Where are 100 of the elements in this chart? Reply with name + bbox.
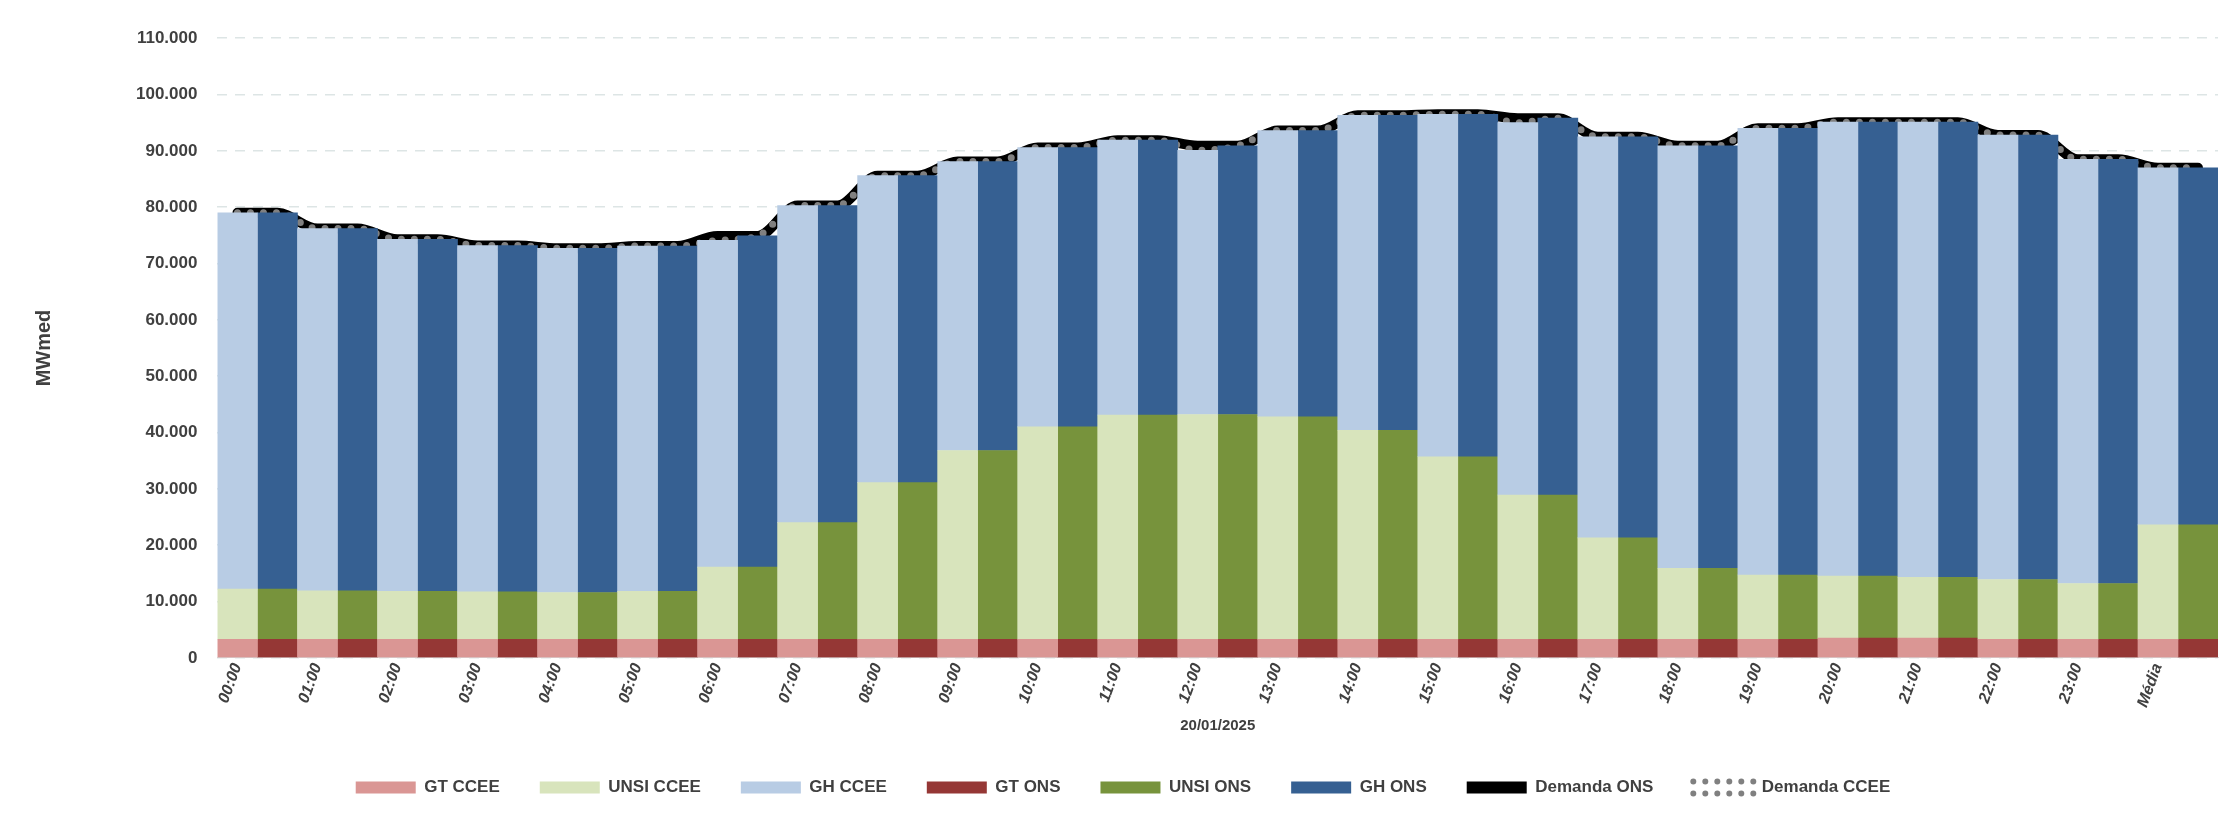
bar (2177, 524, 2218, 640)
bar (1777, 128, 1819, 576)
x-tick-label: 22:00 (1974, 660, 2005, 707)
bar (1457, 638, 1499, 658)
x-tick-label: 04:00 (534, 660, 565, 706)
bar (897, 482, 938, 640)
bar (1857, 575, 1899, 639)
y-axis-title: MWmed (31, 309, 54, 387)
x-tick-label: 09:00 (934, 660, 965, 706)
bar (1777, 574, 1819, 640)
bar (457, 245, 498, 593)
bar (497, 591, 538, 640)
bar (1297, 638, 1339, 658)
bar (817, 522, 858, 640)
bar (1537, 638, 1579, 658)
x-tick-label: 08:00 (854, 660, 885, 706)
bar (617, 638, 658, 658)
legend-label: Demanda ONS (1535, 777, 1654, 797)
bar (1137, 414, 1179, 640)
x-tick-label: 00:00 (214, 660, 245, 706)
legend-label: UNSI ONS (1168, 777, 1252, 797)
y-tick-label: 30.000 (145, 478, 198, 498)
bar (337, 228, 378, 592)
bar (1057, 638, 1099, 658)
bar (1137, 139, 1179, 416)
bar (1097, 139, 1139, 416)
bar (737, 566, 778, 640)
bar (857, 638, 898, 658)
bar (2137, 638, 2179, 658)
bar (1017, 426, 1059, 640)
bar (817, 638, 858, 658)
x-tick-label: 12:00 (1174, 660, 1205, 706)
bar (857, 482, 898, 640)
bar (2097, 158, 2139, 584)
bar (1737, 574, 1779, 640)
bar (2057, 158, 2099, 584)
bar (937, 450, 978, 640)
bar (777, 522, 818, 640)
bar (1697, 567, 1739, 640)
bar (1817, 637, 1859, 658)
x-axis-title: 20/01/2025 (1180, 716, 1256, 734)
bar (1817, 575, 1859, 639)
bar (897, 638, 938, 658)
bar (1617, 638, 1659, 658)
bar (737, 638, 778, 658)
bar (1417, 456, 1459, 640)
bar (417, 638, 458, 658)
bar (2137, 524, 2179, 640)
bar (497, 245, 538, 593)
bar (2137, 167, 2179, 526)
bar (377, 591, 418, 640)
bar (1697, 638, 1739, 658)
bar (2177, 638, 2218, 658)
bar (497, 638, 538, 658)
legend-label: UNSI CCEE (608, 777, 701, 797)
legend-label: GH CCEE (809, 777, 887, 797)
x-tick-label: 20:00 (1814, 660, 1845, 707)
bar (1897, 576, 1939, 639)
bar (1657, 567, 1699, 640)
y-tick-label: 110.000 (136, 27, 198, 47)
legend-label: GT CCEE (424, 777, 500, 797)
bar (1017, 638, 1059, 658)
bar (777, 638, 818, 658)
bar (1217, 414, 1259, 640)
bar (1937, 576, 1979, 639)
bar (1617, 136, 1659, 539)
x-tick-label: 21:00 (1894, 660, 1925, 707)
bar (2017, 579, 2059, 640)
x-tick-label: 07:00 (774, 660, 805, 706)
bar (977, 161, 1018, 451)
bar (1857, 121, 1899, 577)
bar (1377, 638, 1419, 658)
bar (657, 245, 698, 592)
x-tick-label: 03:00 (454, 660, 485, 706)
bar (1977, 579, 2019, 640)
x-tick-label: 05:00 (614, 660, 645, 706)
bar (1497, 638, 1539, 658)
legend-label: Demanda CCEE (1761, 777, 1891, 797)
legend-label: GT ONS (995, 777, 1061, 797)
bar (337, 638, 378, 658)
x-tick-label: 18:00 (1654, 660, 1685, 706)
bar (577, 638, 618, 658)
bar (1097, 414, 1139, 640)
x-tick-label: 16:00 (1494, 660, 1525, 706)
y-tick-label: 20.000 (145, 534, 198, 554)
bar (1177, 414, 1219, 640)
y-tick-label: 0 (187, 647, 198, 667)
bar (897, 175, 938, 483)
bar (2017, 134, 2059, 580)
bar (2017, 638, 2059, 658)
bar (857, 175, 898, 483)
bar (737, 235, 778, 568)
x-tick-label: 11:00 (1095, 660, 1125, 704)
bar (1897, 637, 1939, 658)
bar (1737, 128, 1779, 576)
bar (2097, 638, 2139, 658)
bar (217, 588, 258, 640)
bar (937, 638, 978, 658)
bar (1777, 638, 1819, 658)
bar (537, 638, 578, 658)
